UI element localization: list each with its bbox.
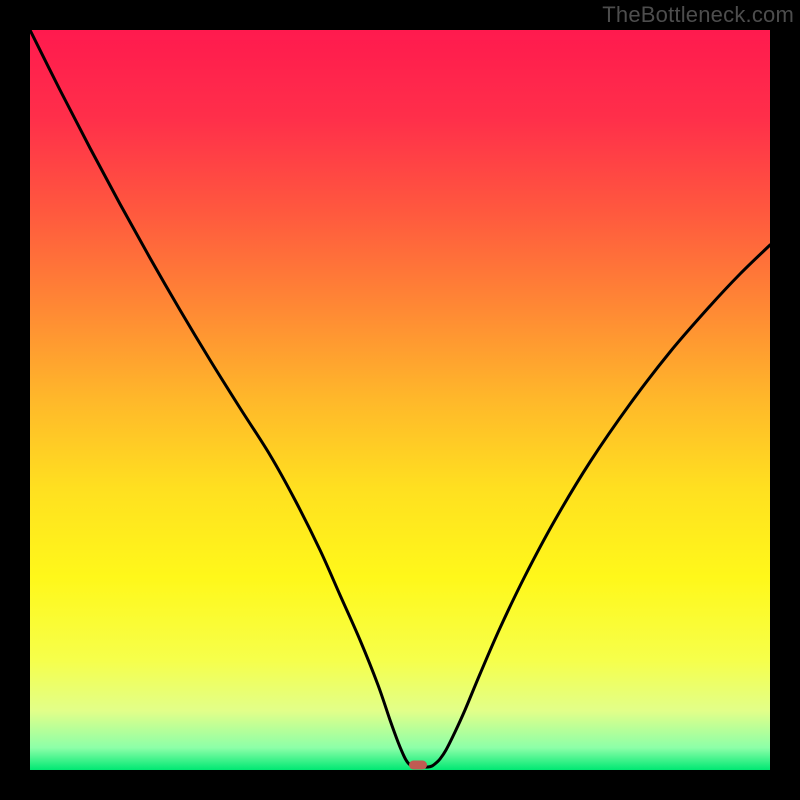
optimal-point-marker xyxy=(409,761,427,770)
watermark-text: TheBottleneck.com xyxy=(602,2,794,28)
gradient-background xyxy=(30,30,770,770)
chart-stage: TheBottleneck.com xyxy=(0,0,800,800)
bottleneck-chart-svg xyxy=(0,0,800,800)
plot-area xyxy=(30,30,770,770)
